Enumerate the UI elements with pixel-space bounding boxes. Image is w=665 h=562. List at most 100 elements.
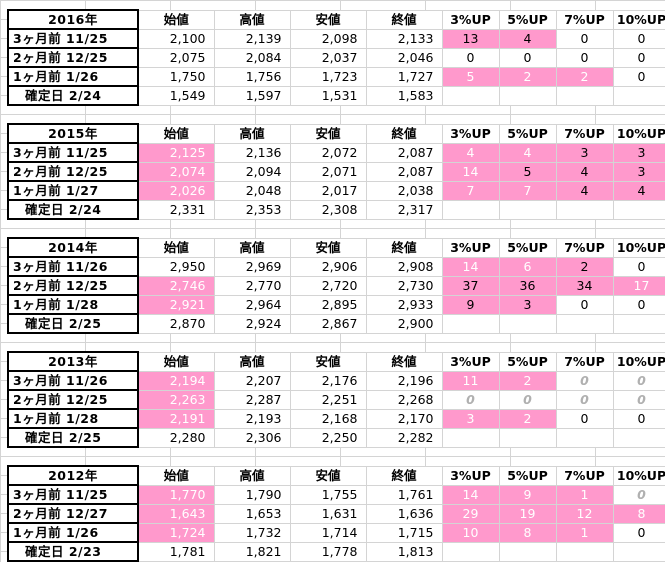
up5-cell[interactable] bbox=[498, 427, 557, 448]
up3-cell[interactable]: 29 bbox=[441, 503, 500, 524]
up10-cell[interactable] bbox=[612, 199, 665, 220]
header-up5[interactable]: 5%UP bbox=[498, 351, 557, 372]
up7-cell[interactable]: 0 bbox=[555, 28, 614, 49]
close-cell[interactable]: 1,813 bbox=[365, 541, 443, 562]
close-cell[interactable]: 2,908 bbox=[365, 256, 443, 277]
row-label[interactable]: 1ヶ月前 1/28 bbox=[7, 294, 139, 315]
header-up10[interactable]: 10%UP bbox=[612, 123, 665, 144]
up10-cell[interactable]: 0 bbox=[612, 484, 665, 505]
header-close[interactable]: 終値 bbox=[365, 123, 443, 144]
up5-cell[interactable]: 4 bbox=[498, 28, 557, 49]
up3-cell[interactable]: 0 bbox=[441, 47, 500, 68]
high-cell[interactable]: 2,964 bbox=[213, 294, 291, 315]
high-cell[interactable]: 2,287 bbox=[213, 389, 291, 410]
close-cell[interactable]: 1,636 bbox=[365, 503, 443, 524]
up3-cell[interactable]: 7 bbox=[441, 180, 500, 201]
header-low[interactable]: 安値 bbox=[289, 465, 367, 486]
header-high[interactable]: 高値 bbox=[213, 123, 291, 144]
close-cell[interactable]: 2,038 bbox=[365, 180, 443, 201]
header-open[interactable]: 始値 bbox=[137, 9, 215, 30]
close-cell[interactable]: 2,730 bbox=[365, 275, 443, 296]
up3-cell[interactable]: 5 bbox=[441, 66, 500, 87]
up7-cell[interactable]: 4 bbox=[555, 180, 614, 201]
open-cell[interactable]: 1,750 bbox=[137, 66, 215, 87]
up10-cell[interactable]: 0 bbox=[612, 66, 665, 87]
up3-cell[interactable] bbox=[441, 313, 500, 334]
high-cell[interactable]: 2,770 bbox=[213, 275, 291, 296]
header-up3[interactable]: 3%UP bbox=[441, 9, 500, 30]
row-label[interactable]: 3ヶ月前 11/26 bbox=[7, 370, 139, 391]
up5-cell[interactable]: 8 bbox=[498, 522, 557, 543]
up7-cell[interactable]: 2 bbox=[555, 256, 614, 277]
close-cell[interactable]: 2,087 bbox=[365, 142, 443, 163]
up10-cell[interactable]: 3 bbox=[612, 142, 665, 163]
low-cell[interactable]: 1,778 bbox=[289, 541, 367, 562]
up10-cell[interactable]: 17 bbox=[612, 275, 665, 296]
up3-cell[interactable] bbox=[441, 427, 500, 448]
high-cell[interactable]: 2,193 bbox=[213, 408, 291, 429]
up3-cell[interactable] bbox=[441, 199, 500, 220]
header-up10[interactable]: 10%UP bbox=[612, 465, 665, 486]
close-cell[interactable]: 2,196 bbox=[365, 370, 443, 391]
header-up3[interactable]: 3%UP bbox=[441, 123, 500, 144]
open-cell[interactable]: 2,194 bbox=[137, 370, 215, 391]
up7-cell[interactable]: 0 bbox=[555, 408, 614, 429]
close-cell[interactable]: 1,583 bbox=[365, 85, 443, 106]
low-cell[interactable]: 1,755 bbox=[289, 484, 367, 505]
row-label[interactable]: 2ヶ月前 12/25 bbox=[7, 47, 139, 68]
up7-cell[interactable]: 3 bbox=[555, 142, 614, 163]
header-low[interactable]: 安値 bbox=[289, 237, 367, 258]
low-cell[interactable]: 2,308 bbox=[289, 199, 367, 220]
open-cell[interactable]: 1,549 bbox=[137, 85, 215, 106]
up7-cell[interactable]: 0 bbox=[555, 47, 614, 68]
high-cell[interactable]: 1,756 bbox=[213, 66, 291, 87]
header-close[interactable]: 終値 bbox=[365, 351, 443, 372]
up5-cell[interactable]: 3 bbox=[498, 294, 557, 315]
high-cell[interactable]: 1,821 bbox=[213, 541, 291, 562]
row-label[interactable]: 2ヶ月前 12/25 bbox=[7, 275, 139, 296]
high-cell[interactable]: 2,139 bbox=[213, 28, 291, 49]
up7-cell[interactable] bbox=[555, 85, 614, 106]
low-cell[interactable]: 2,168 bbox=[289, 408, 367, 429]
close-cell[interactable]: 2,268 bbox=[365, 389, 443, 410]
header-up7[interactable]: 7%UP bbox=[555, 351, 614, 372]
up3-cell[interactable]: 10 bbox=[441, 522, 500, 543]
low-cell[interactable]: 2,720 bbox=[289, 275, 367, 296]
header-up10[interactable]: 10%UP bbox=[612, 9, 665, 30]
up7-cell[interactable]: 34 bbox=[555, 275, 614, 296]
header-up5[interactable]: 5%UP bbox=[498, 9, 557, 30]
up3-cell[interactable]: 3 bbox=[441, 408, 500, 429]
header-close[interactable]: 終値 bbox=[365, 465, 443, 486]
high-cell[interactable]: 2,048 bbox=[213, 180, 291, 201]
header-high[interactable]: 高値 bbox=[213, 9, 291, 30]
up10-cell[interactable]: 0 bbox=[612, 256, 665, 277]
up5-cell[interactable]: 2 bbox=[498, 66, 557, 87]
up7-cell[interactable]: 1 bbox=[555, 484, 614, 505]
low-cell[interactable]: 1,714 bbox=[289, 522, 367, 543]
high-cell[interactable]: 2,136 bbox=[213, 142, 291, 163]
row-label[interactable]: 確定日 2/23 bbox=[7, 541, 139, 562]
low-cell[interactable]: 2,895 bbox=[289, 294, 367, 315]
open-cell[interactable]: 1,643 bbox=[137, 503, 215, 524]
header-low[interactable]: 安値 bbox=[289, 9, 367, 30]
close-cell[interactable]: 2,317 bbox=[365, 199, 443, 220]
up3-cell[interactable] bbox=[441, 85, 500, 106]
year-cell[interactable]: 2016年 bbox=[7, 9, 139, 30]
row-label[interactable]: 確定日 2/24 bbox=[7, 199, 139, 220]
up10-cell[interactable]: 0 bbox=[612, 389, 665, 410]
header-up10[interactable]: 10%UP bbox=[612, 237, 665, 258]
up10-cell[interactable] bbox=[612, 427, 665, 448]
up5-cell[interactable]: 9 bbox=[498, 484, 557, 505]
open-cell[interactable]: 2,263 bbox=[137, 389, 215, 410]
header-up7[interactable]: 7%UP bbox=[555, 237, 614, 258]
header-up3[interactable]: 3%UP bbox=[441, 351, 500, 372]
open-cell[interactable]: 1,770 bbox=[137, 484, 215, 505]
low-cell[interactable]: 2,017 bbox=[289, 180, 367, 201]
row-label[interactable]: 1ヶ月前 1/26 bbox=[7, 66, 139, 87]
header-up10[interactable]: 10%UP bbox=[612, 351, 665, 372]
up7-cell[interactable]: 0 bbox=[555, 389, 614, 410]
row-label[interactable]: 1ヶ月前 1/26 bbox=[7, 522, 139, 543]
up5-cell[interactable]: 2 bbox=[498, 408, 557, 429]
up7-cell[interactable] bbox=[555, 313, 614, 334]
row-label[interactable]: 2ヶ月前 12/27 bbox=[7, 503, 139, 524]
